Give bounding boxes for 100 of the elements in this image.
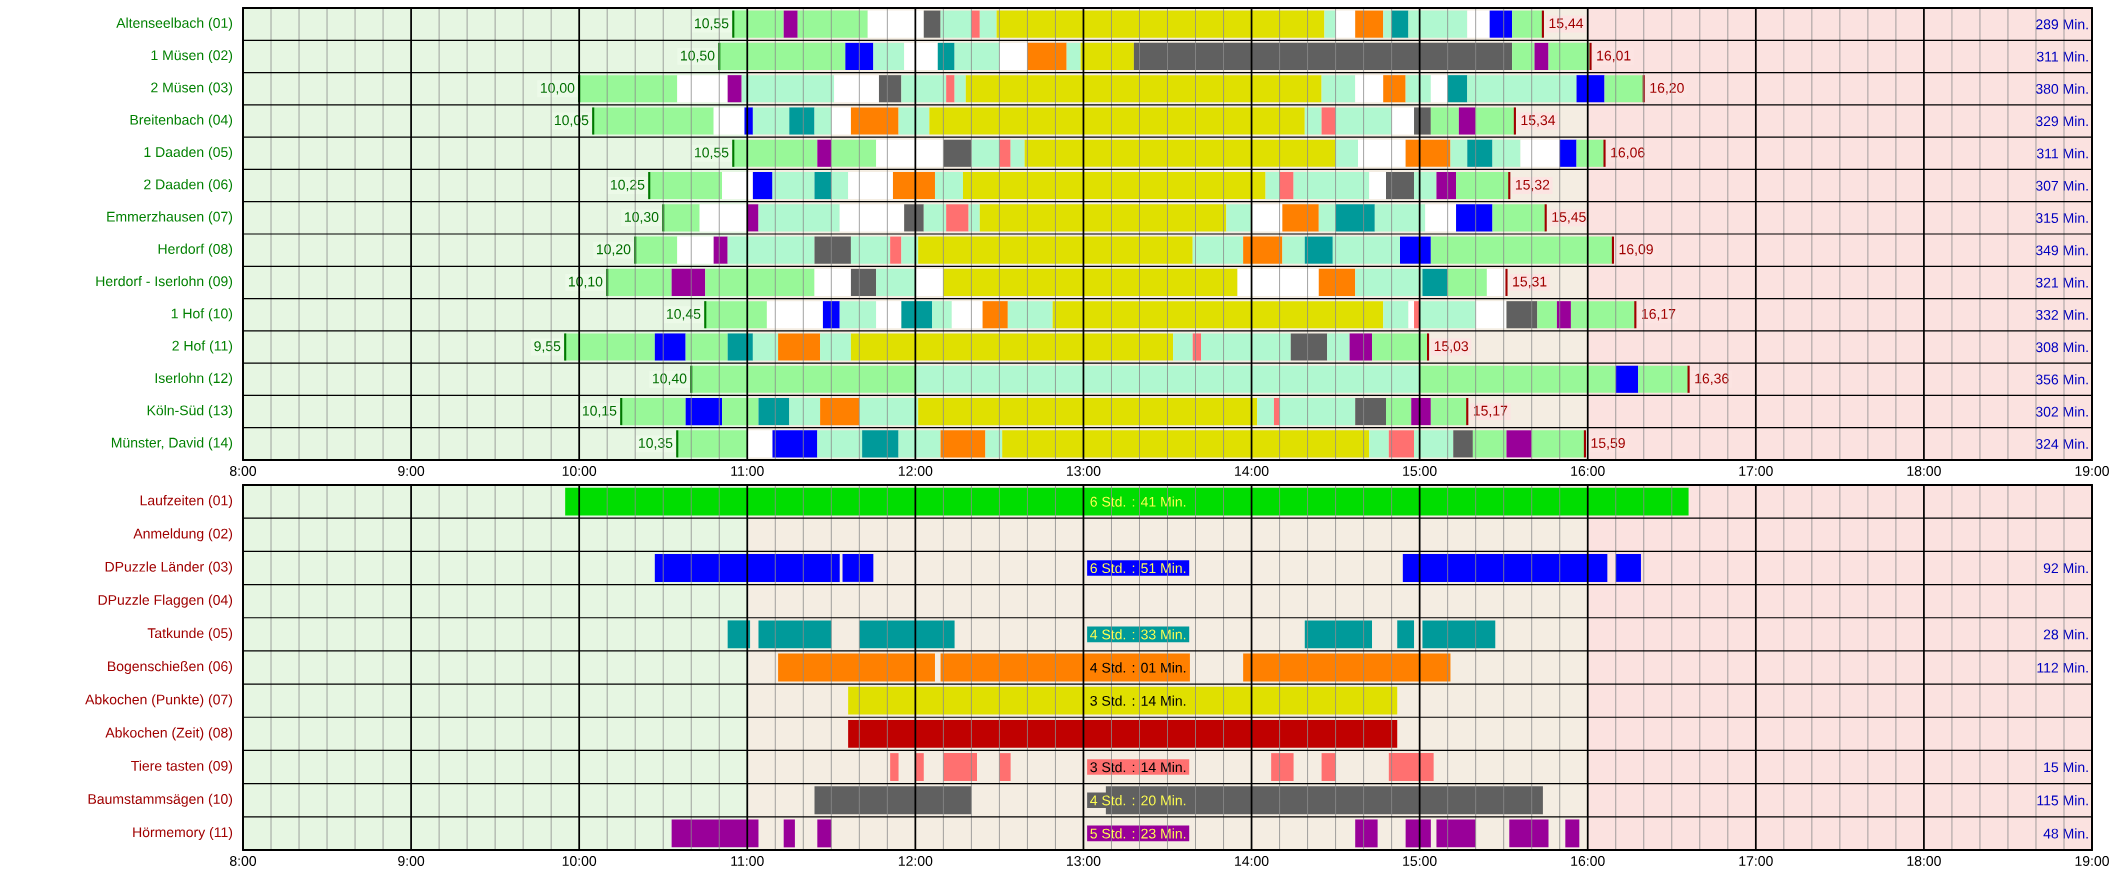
bar (663, 204, 700, 232)
bar (971, 139, 1000, 167)
bar (722, 172, 753, 200)
y2-tick-label: 321 Min. (2035, 277, 2088, 288)
bar (1408, 10, 1468, 38)
bar (1419, 365, 1616, 393)
y2-tick-label: 349 Min. (2035, 245, 2088, 256)
annotation: 10,30 (624, 212, 659, 224)
bar (1279, 172, 1294, 200)
annotation: 10,50 (681, 50, 715, 63)
x-tick-label: 10:00 (562, 856, 597, 866)
annotation: 16,17 (1642, 308, 1676, 321)
bar (1327, 333, 1350, 361)
bar (1565, 819, 1580, 848)
annotation: 15,31 (1513, 276, 1547, 289)
annotation: 16,06 (1611, 147, 1645, 160)
bar (733, 10, 784, 38)
bar (741, 75, 835, 103)
annotation: 15,17 (1473, 405, 1508, 418)
bar (1243, 236, 1283, 264)
total-label: 4 Std. : 33 Min. (1090, 629, 1186, 640)
bar (719, 42, 846, 70)
bar (999, 139, 1011, 167)
y2-tick-label: 115 Min. (2037, 795, 2088, 806)
bar (1321, 75, 1356, 103)
bar (923, 10, 941, 38)
bar (1355, 10, 1384, 38)
y-tick-label: Altenseelbach (01) (116, 17, 233, 31)
bar (1318, 268, 1356, 296)
bar (954, 42, 1000, 70)
y-tick-label: Anmeldung (02) (133, 528, 233, 542)
y-tick-label: Abkochen (Zeit) (08) (105, 727, 233, 741)
x-tick-label: 8:00 (229, 856, 257, 866)
y-tick-label: Tatkunde (05) (147, 627, 233, 641)
bar (1383, 75, 1406, 103)
bar (1335, 107, 1392, 135)
annotation: 10,15 (582, 405, 617, 418)
x-tick-label: 14:00 (1235, 856, 1269, 866)
bar (766, 301, 823, 329)
y2-tick-label: 112 Min. (2037, 662, 2088, 673)
bar (940, 10, 972, 38)
bar (954, 75, 966, 103)
y-tick-label: Münster, David (14) (111, 437, 233, 451)
y-tick-label: Hörmemory (11) (133, 826, 233, 840)
bar (1304, 107, 1322, 135)
x-tick-label: 18:00 (1907, 466, 1941, 476)
bar (848, 719, 1398, 748)
y-tick-label: DPuzzle Flaggen (04) (98, 594, 233, 608)
x-tick-label: 14:00 (1235, 466, 1269, 476)
x-tick-label: 15:00 (1403, 466, 1437, 476)
y2-tick-label: 28 Min. (2043, 629, 2088, 640)
bar (1321, 107, 1336, 135)
y2-tick-label: 324 Min. (2035, 438, 2088, 449)
annotation: 16,36 (1695, 373, 1729, 386)
bar (929, 107, 1305, 135)
y-tick-label: DPuzzle Länder (03) (105, 561, 233, 575)
bar (797, 10, 868, 38)
bar (979, 204, 1227, 232)
annotation: 15,44 (1549, 18, 1584, 30)
y2-tick-label: 92 Min. (2043, 562, 2088, 574)
y-tick-label: 2 Müsen (03) (151, 82, 233, 96)
bar (965, 75, 1322, 103)
bar (1355, 268, 1423, 296)
bar (850, 107, 899, 135)
y-tick-label: Bogenschießen (06) (108, 660, 233, 675)
annotation: 15,34 (1521, 115, 1556, 127)
bar (1282, 236, 1305, 264)
y2-tick-label: 311 Min. (2036, 51, 2088, 62)
bar (1512, 10, 1543, 38)
bar (752, 107, 790, 135)
annotation: 16,09 (1619, 244, 1653, 256)
total-label: 3 Std. : 14 Min. (1090, 761, 1186, 773)
bar (890, 236, 902, 264)
bar (1282, 204, 1319, 232)
bar (1173, 333, 1193, 361)
bar (579, 75, 678, 103)
total-label: 5 Std. : 23 Min. (1090, 828, 1186, 839)
bar (1489, 10, 1513, 38)
bar (934, 172, 963, 200)
bar (747, 430, 773, 458)
y-tick-label: Emmerzhausen (07) (107, 211, 233, 225)
y-tick-label: Tiere tasten (09) (131, 760, 233, 774)
bar (946, 204, 969, 232)
bar (1010, 139, 1025, 167)
bar (1226, 204, 1252, 232)
x-tick-label: 15:00 (1403, 856, 1437, 866)
y2-tick-label: 289 Min. (2036, 19, 2088, 30)
total-label: 6 Std. : 51 Min. (1090, 562, 1186, 574)
bar (940, 430, 986, 458)
bar (1475, 107, 1515, 135)
y2-tick-label: 332 Min. (2035, 309, 2088, 320)
y2-tick-label: 329 Min. (2035, 115, 2088, 127)
x-tick-label: 11:00 (731, 856, 764, 866)
bar (565, 487, 1689, 516)
bar (937, 42, 955, 70)
bar (892, 172, 935, 200)
annotation: 10,20 (596, 244, 631, 256)
bar (946, 75, 955, 103)
x-tick-label: 8:00 (229, 466, 257, 476)
bar (831, 139, 877, 167)
